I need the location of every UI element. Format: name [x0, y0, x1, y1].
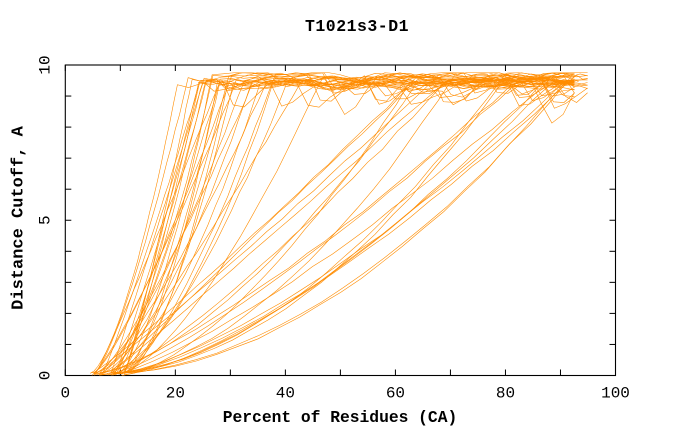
- svg-text:80: 80: [496, 385, 515, 403]
- svg-text:5: 5: [36, 215, 54, 225]
- svg-text:0: 0: [60, 385, 70, 403]
- svg-text:0: 0: [36, 371, 54, 381]
- svg-text:20: 20: [166, 385, 185, 403]
- svg-text:60: 60: [386, 385, 405, 403]
- svg-text:10: 10: [36, 55, 54, 74]
- svg-text:100: 100: [601, 385, 630, 403]
- svg-text:40: 40: [276, 385, 295, 403]
